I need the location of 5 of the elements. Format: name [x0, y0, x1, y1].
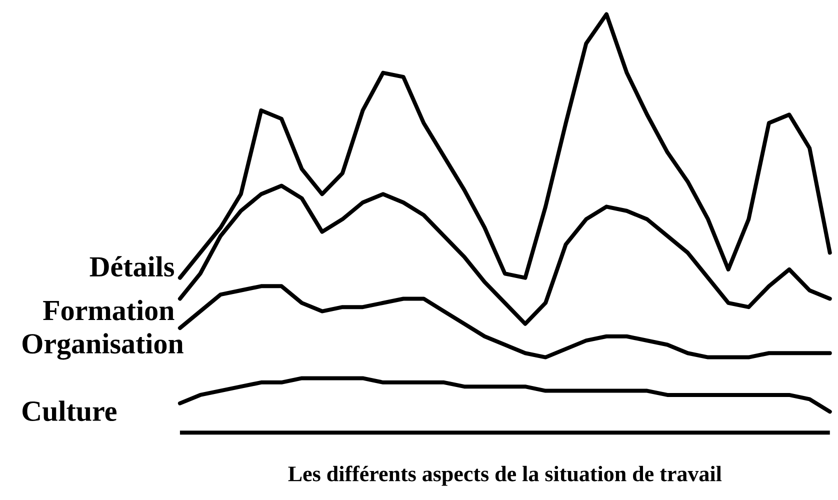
- x-axis-title: Les différents aspects de la situation de travail: [288, 466, 722, 486]
- series-label: Organisation: [22, 333, 184, 360]
- text: Culture: [22, 400, 116, 422]
- series-label: Formation: [43, 300, 174, 320]
- series-label: Détails: [90, 256, 174, 277]
